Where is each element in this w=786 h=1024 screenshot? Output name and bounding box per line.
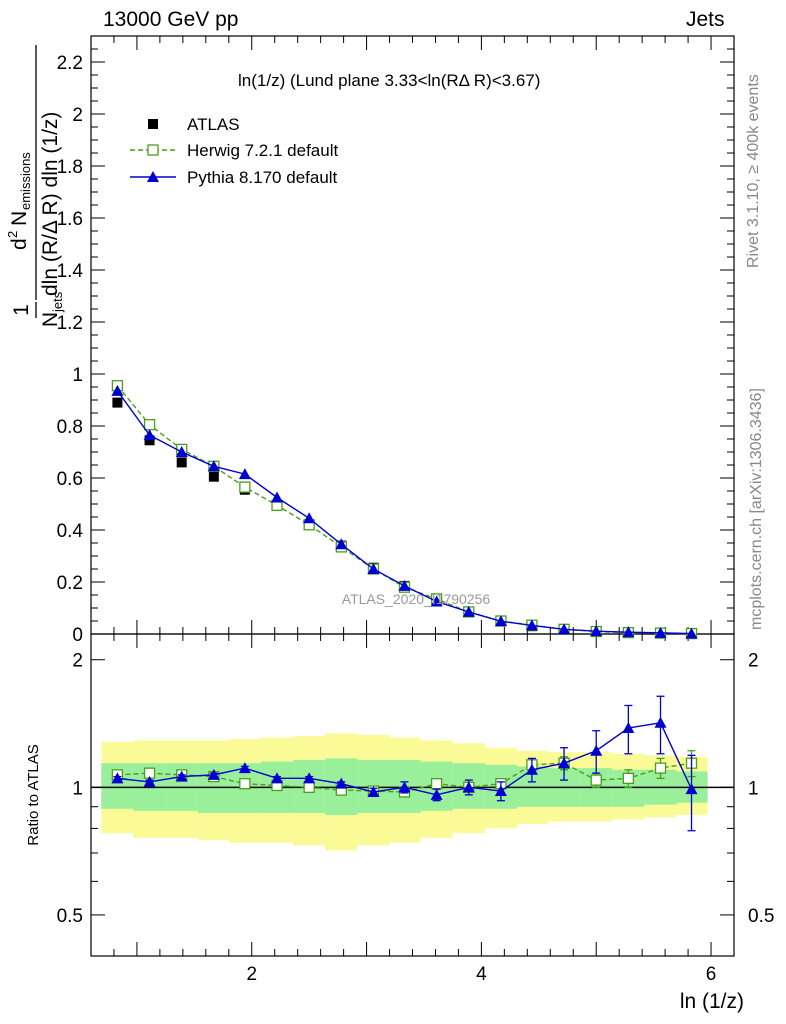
- data-point: [207, 460, 220, 472]
- y-tick-label: 0.8: [57, 417, 83, 438]
- y-tick-label: 0.6: [57, 469, 83, 490]
- data-point: [303, 512, 316, 524]
- header-left: 13000 GeV pp: [103, 8, 239, 31]
- ratio-point: [303, 781, 315, 793]
- data-point: [525, 619, 538, 631]
- ratio-point: [239, 778, 251, 790]
- legend-marker: [147, 171, 159, 182]
- y-tick-label: 1.6: [57, 209, 83, 230]
- ratio-point: [398, 781, 411, 793]
- ratio-point: [303, 772, 316, 784]
- ratio-point: [207, 768, 220, 780]
- ratio-point: [175, 770, 188, 782]
- ratio-point: [111, 772, 124, 784]
- ratio-point: [590, 774, 602, 786]
- ratio-point: [367, 785, 380, 797]
- data-point: [654, 626, 667, 638]
- legend-label: Pythia 8.170 default: [187, 168, 338, 187]
- chart-title: ln(1/z) (Lund plane 3.33<ln(RΔ R)<3.67): [238, 71, 540, 90]
- legend-label: Herwig 7.2.1 default: [187, 141, 338, 160]
- ratio-y-tick-label-right: 1: [748, 778, 759, 799]
- ratio-point: [622, 772, 635, 784]
- data-point: [112, 397, 123, 408]
- ratio-point: [590, 744, 603, 756]
- data-point: [685, 627, 698, 639]
- ratio-y-axis-label: Ratio to ATLAS: [25, 744, 42, 845]
- data-point: [175, 446, 188, 457]
- y-label-sub: emissions: [18, 152, 33, 210]
- y-tick-label: 2.2: [57, 53, 83, 74]
- legend-entry: Pythia 8.170 default: [130, 168, 338, 187]
- ratio-point: [685, 783, 698, 795]
- ratio-y-tick-label-right: 2: [748, 651, 759, 672]
- data-point: [111, 384, 124, 396]
- ratio-point: [335, 777, 348, 789]
- data-point: [208, 471, 219, 482]
- ratio-point: [143, 775, 156, 787]
- data-point: [590, 625, 603, 637]
- ratio-y-tick-label-right: 0.5: [748, 906, 774, 927]
- legend-marker: [147, 144, 159, 156]
- ratio-point: [494, 785, 507, 797]
- ratio-point: [271, 772, 284, 784]
- y-label-part: N: [8, 211, 31, 226]
- ratio-point: [654, 716, 667, 728]
- data-point: [143, 419, 156, 431]
- y-label-one: 1: [10, 304, 33, 316]
- ratio-y-tick-label: 2: [72, 651, 83, 672]
- x-tick-label: 2: [246, 964, 257, 985]
- watermark: ATLAS_2020_I1790256: [342, 591, 491, 607]
- y-label-sup: 2: [5, 231, 20, 238]
- data-point: [558, 623, 571, 635]
- x-tick-label: 4: [476, 964, 487, 985]
- data-point: [398, 579, 411, 591]
- ratio-point: [622, 722, 635, 734]
- y-label-part: dln (R/Δ R) dln (1/z): [39, 112, 62, 296]
- legend-entry: ATLAS: [148, 115, 240, 134]
- ratio-series-pythia-8-170-default: [111, 695, 698, 832]
- data-point: [271, 491, 284, 503]
- legend-entry: Herwig 7.2.1 default: [130, 141, 338, 160]
- ratio-point: [430, 778, 443, 790]
- series-pythia-8-170-default: [111, 384, 698, 639]
- ratio-point: [654, 762, 667, 774]
- ratio-point: [525, 763, 538, 775]
- y-tick-label: 1: [72, 365, 83, 386]
- y-tick-label: 1.4: [57, 261, 84, 282]
- y-tick-label: 2: [72, 105, 83, 126]
- data-point: [143, 429, 156, 441]
- y-tick-label: 0.4: [57, 521, 84, 542]
- data-point: [176, 457, 187, 468]
- y-label-part: N: [39, 312, 62, 327]
- x-axis-label: ln (1/z): [680, 990, 744, 1013]
- y-label-sub: jets: [50, 291, 65, 313]
- data-point: [462, 605, 475, 617]
- data-point: [494, 615, 507, 627]
- y-tick-label: 0: [72, 625, 83, 646]
- data-point: [367, 563, 380, 574]
- data-point: [144, 435, 155, 446]
- legend-label: ATLAS: [187, 115, 240, 134]
- x-tick-label: 6: [706, 964, 717, 985]
- ratio-y-tick-label: 1: [72, 778, 83, 799]
- ratio-point: [462, 781, 475, 793]
- y-tick-label: 1.8: [57, 157, 83, 178]
- y-tick-label: 1.2: [57, 313, 83, 334]
- ratio-point: [430, 788, 443, 800]
- data-point: [430, 595, 443, 607]
- ratio-point: [238, 762, 251, 774]
- y-tick-label: 0.2: [57, 573, 83, 594]
- data-point: [335, 538, 348, 550]
- ratio-point: [558, 757, 571, 769]
- data-point: [239, 481, 251, 493]
- legend-marker: [148, 119, 158, 129]
- y-label-part: d: [8, 238, 31, 250]
- data-point: [238, 468, 251, 480]
- header-right: Jets: [686, 8, 725, 31]
- ratio-y-tick-label: 0.5: [57, 906, 83, 927]
- data-point: [622, 626, 635, 638]
